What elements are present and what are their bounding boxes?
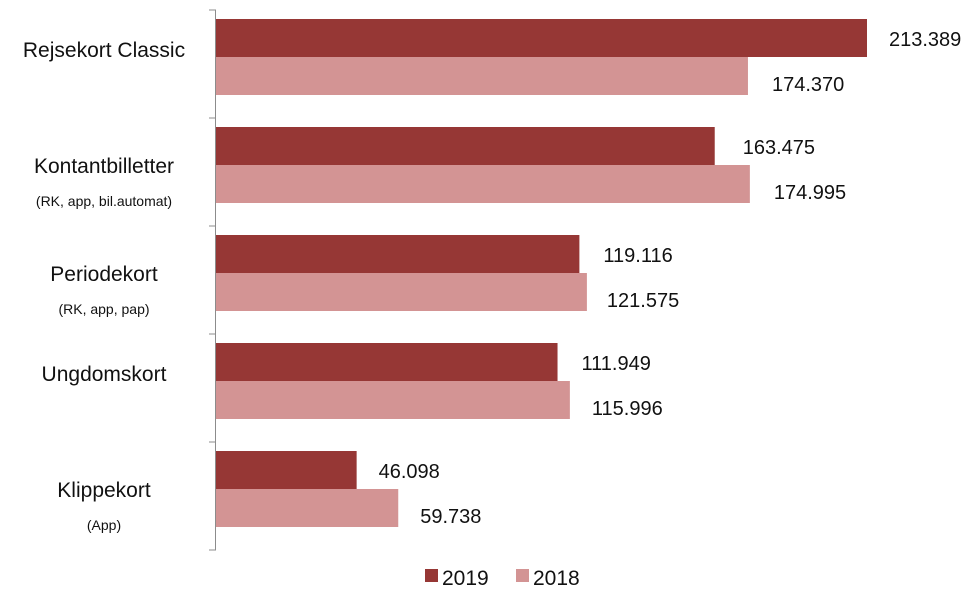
value-label: 46.098 (379, 461, 440, 483)
category-label: Periodekort (50, 263, 158, 286)
bar-2018-1 (216, 165, 750, 203)
value-label: 115.996 (592, 398, 663, 420)
value-label: 163.475 (743, 137, 815, 159)
category-labels: Rejsekort Classic Kontantbilletter (RK, ap… (23, 39, 185, 533)
value-label: 119.116 (603, 245, 672, 267)
value-label: 213.389 (889, 29, 961, 51)
value-label: 59.738 (420, 506, 481, 528)
bar-2018-0 (216, 57, 748, 95)
value-labels: 213.389 174.370 163.475 174.995 119.116 121.5… (379, 29, 962, 528)
value-label: 174.995 (774, 182, 846, 204)
bar-2018-4 (216, 489, 399, 527)
category-sublabel: (RK, app, bil.automat) (36, 193, 172, 209)
value-label: 111.949 (582, 353, 651, 375)
category-axis (209, 9, 216, 551)
value-label: 174.370 (772, 74, 844, 96)
legend-swatch-2019 (425, 569, 438, 582)
legend-swatch-2018 (516, 569, 529, 582)
category-label: Rejsekort Classic (23, 39, 185, 62)
category-label: Klippekort (57, 479, 151, 502)
legend-label: 2019 (442, 567, 489, 590)
category-sublabel: (RK, app, pap) (58, 301, 149, 317)
bars (216, 19, 867, 527)
bar-2019-3 (216, 343, 558, 381)
bar-2018-2 (216, 273, 587, 311)
category-sublabel: (App) (87, 517, 121, 533)
category-label: Ungdomskort (42, 363, 167, 386)
bar-2019-0 (216, 19, 867, 57)
bar-2019-2 (216, 235, 580, 273)
bar-2019-4 (216, 451, 357, 489)
value-label: 121.575 (607, 290, 679, 312)
legend-label: 2018 (533, 567, 580, 590)
bar-2019-1 (216, 127, 715, 165)
legend: 2019 2018 (425, 567, 580, 590)
bar-2018-3 (216, 381, 570, 419)
category-label: Kontantbilletter (34, 155, 174, 178)
